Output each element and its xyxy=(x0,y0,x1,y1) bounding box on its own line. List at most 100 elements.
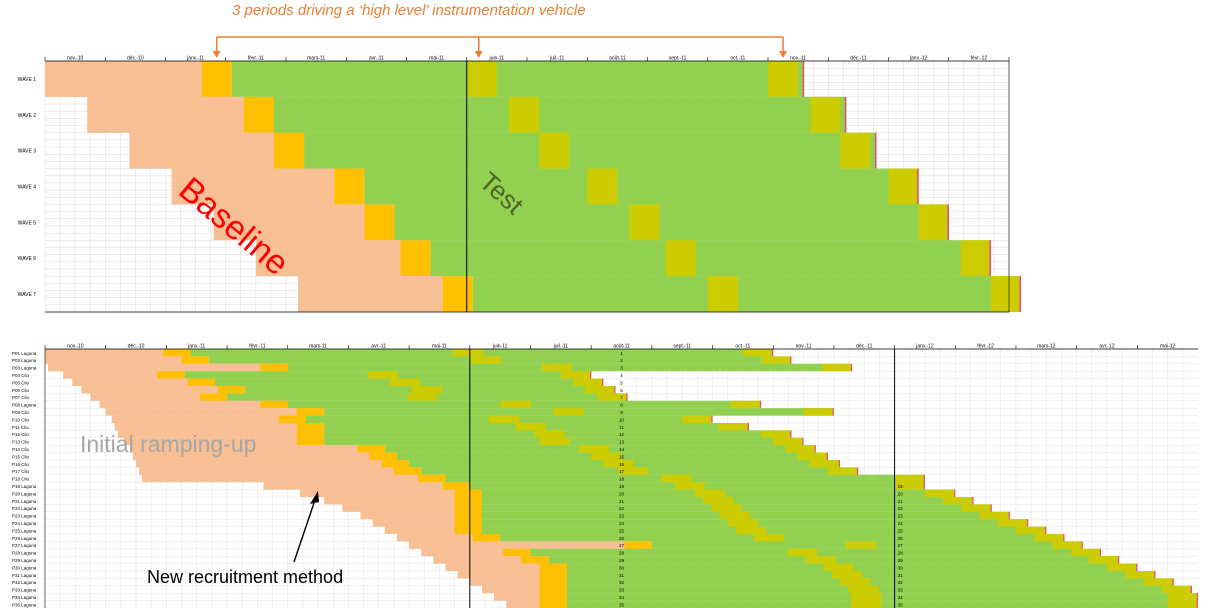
participant-instrumented-period xyxy=(727,519,759,527)
participant-label: P10 Clio xyxy=(12,417,30,422)
participant-baseline-bar xyxy=(299,489,482,497)
participant-label: P18 Clio xyxy=(12,477,30,482)
row-number: 25 xyxy=(619,528,625,533)
month-label: août-11 xyxy=(609,56,626,62)
month-label: juil.-11 xyxy=(553,344,569,350)
row-number: 12 xyxy=(619,432,625,437)
participant-baseline-bar xyxy=(63,371,185,379)
participant-label: P29 Laguna xyxy=(12,558,37,563)
participant-instrumented-period xyxy=(742,349,774,357)
row-number: 21 xyxy=(619,499,625,504)
end-marker xyxy=(947,204,949,241)
participant-instrumented-period xyxy=(454,504,482,512)
participant-baseline-bar xyxy=(421,548,531,557)
participant-instrumented-period xyxy=(472,534,501,542)
participant-instrumented-period xyxy=(539,585,567,594)
participant-instrumented-period xyxy=(1143,578,1174,586)
test-bar xyxy=(430,240,991,277)
participant-end-marker xyxy=(990,504,992,512)
participant-instrumented-period xyxy=(418,474,446,483)
participant-instrumented-period xyxy=(924,489,956,497)
participant-label: P23 Laguna xyxy=(12,514,37,519)
instrumented-period xyxy=(707,276,738,312)
wave-label: WAVE 6 xyxy=(18,256,37,262)
participant-instrumented-period xyxy=(541,363,573,372)
recruitment-arrow xyxy=(293,499,316,563)
instrumented-period xyxy=(334,168,365,205)
row-number: 2 xyxy=(620,358,623,363)
instrumented-period xyxy=(539,132,570,169)
participant-instrumented-period xyxy=(674,482,705,490)
participant-baseline-bar xyxy=(263,482,470,490)
participant-instrumented-period xyxy=(381,460,410,468)
participant-end-marker xyxy=(1117,556,1120,564)
participant-instrumented-period xyxy=(590,452,622,460)
month-label: oct.-11 xyxy=(730,56,745,62)
month-label: juin-11 xyxy=(489,56,505,62)
instrumented-period xyxy=(508,96,540,133)
participant-instrumented-period xyxy=(961,504,992,512)
secondary-row-number: 27 xyxy=(898,543,904,548)
participant-instrumented-period xyxy=(539,578,567,586)
participant-label: P28 Laguna xyxy=(12,551,37,556)
participant-instrumented-period xyxy=(703,497,734,505)
secondary-row-number: 25 xyxy=(898,528,904,533)
row-number: 14 xyxy=(619,447,625,452)
instrumented-period xyxy=(768,61,799,97)
recruitment-arrowhead xyxy=(310,491,319,504)
month-label: mars-11 xyxy=(309,344,327,350)
participant-baseline-bar xyxy=(81,386,246,394)
participant-label: P35 Laguna xyxy=(12,602,37,607)
participant-instrumented-period xyxy=(393,467,422,475)
row-number: 34 xyxy=(619,595,625,600)
participant-label: P30 Laguna xyxy=(12,565,37,570)
row-number: 4 xyxy=(620,373,623,378)
participant-baseline-bar xyxy=(445,563,567,571)
participant-instrumented-period xyxy=(943,497,974,505)
secondary-row-number: 22 xyxy=(898,506,904,511)
participant-instrumented-period xyxy=(452,349,484,357)
participant-baseline-bar xyxy=(129,445,385,453)
participant-end-marker xyxy=(589,371,592,379)
month-label: déc.-10 xyxy=(128,344,145,350)
participant-instrumented-period xyxy=(850,593,882,601)
row-number: 9 xyxy=(620,410,623,415)
row-number: 28 xyxy=(619,551,625,556)
participant-instrumented-period xyxy=(369,452,397,460)
participant-instrumented-period xyxy=(1125,571,1156,579)
test-bar xyxy=(231,61,805,97)
instrumented-period xyxy=(364,204,395,241)
secondary-row-number: 24 xyxy=(898,521,904,526)
participant-end-marker xyxy=(1045,526,1047,534)
row-number: 33 xyxy=(619,588,625,593)
participant-instrumented-period xyxy=(617,467,649,475)
participant-baseline-bar xyxy=(360,511,482,520)
test-bar xyxy=(394,204,949,241)
participant-label: P11 Clio xyxy=(12,425,29,430)
test-bar xyxy=(364,168,919,205)
row-number: 3 xyxy=(620,366,623,371)
participant-instrumented-period xyxy=(1167,600,1198,608)
end-marker xyxy=(844,96,847,133)
participant-instrumented-period xyxy=(539,593,567,601)
participant-instrumented-period xyxy=(260,400,288,409)
participant-label: P33 Laguna xyxy=(12,588,37,593)
participant-instrumented-period xyxy=(278,415,306,423)
participant-end-marker xyxy=(814,445,816,453)
participant-label: P31 Laguna xyxy=(12,573,37,578)
participant-baseline-bar xyxy=(114,423,325,431)
instrumented-period xyxy=(840,132,871,169)
participant-instrumented-period xyxy=(797,452,828,460)
month-label: juin-11 xyxy=(492,344,508,350)
participant-label: P01 Laguna xyxy=(12,351,37,356)
participant-baseline-bar xyxy=(99,400,288,409)
participant-instrumented-period xyxy=(157,371,185,379)
participant-test-bar xyxy=(566,585,1192,594)
participant-instrumented-period xyxy=(823,563,854,571)
participant-label: P08 Laguna xyxy=(12,403,37,408)
participant-instrumented-period xyxy=(848,585,879,594)
test-bar xyxy=(273,96,847,133)
participant-instrumented-period xyxy=(1052,541,1083,549)
participant-end-marker xyxy=(747,423,749,431)
participant-instrumented-period xyxy=(572,378,604,386)
